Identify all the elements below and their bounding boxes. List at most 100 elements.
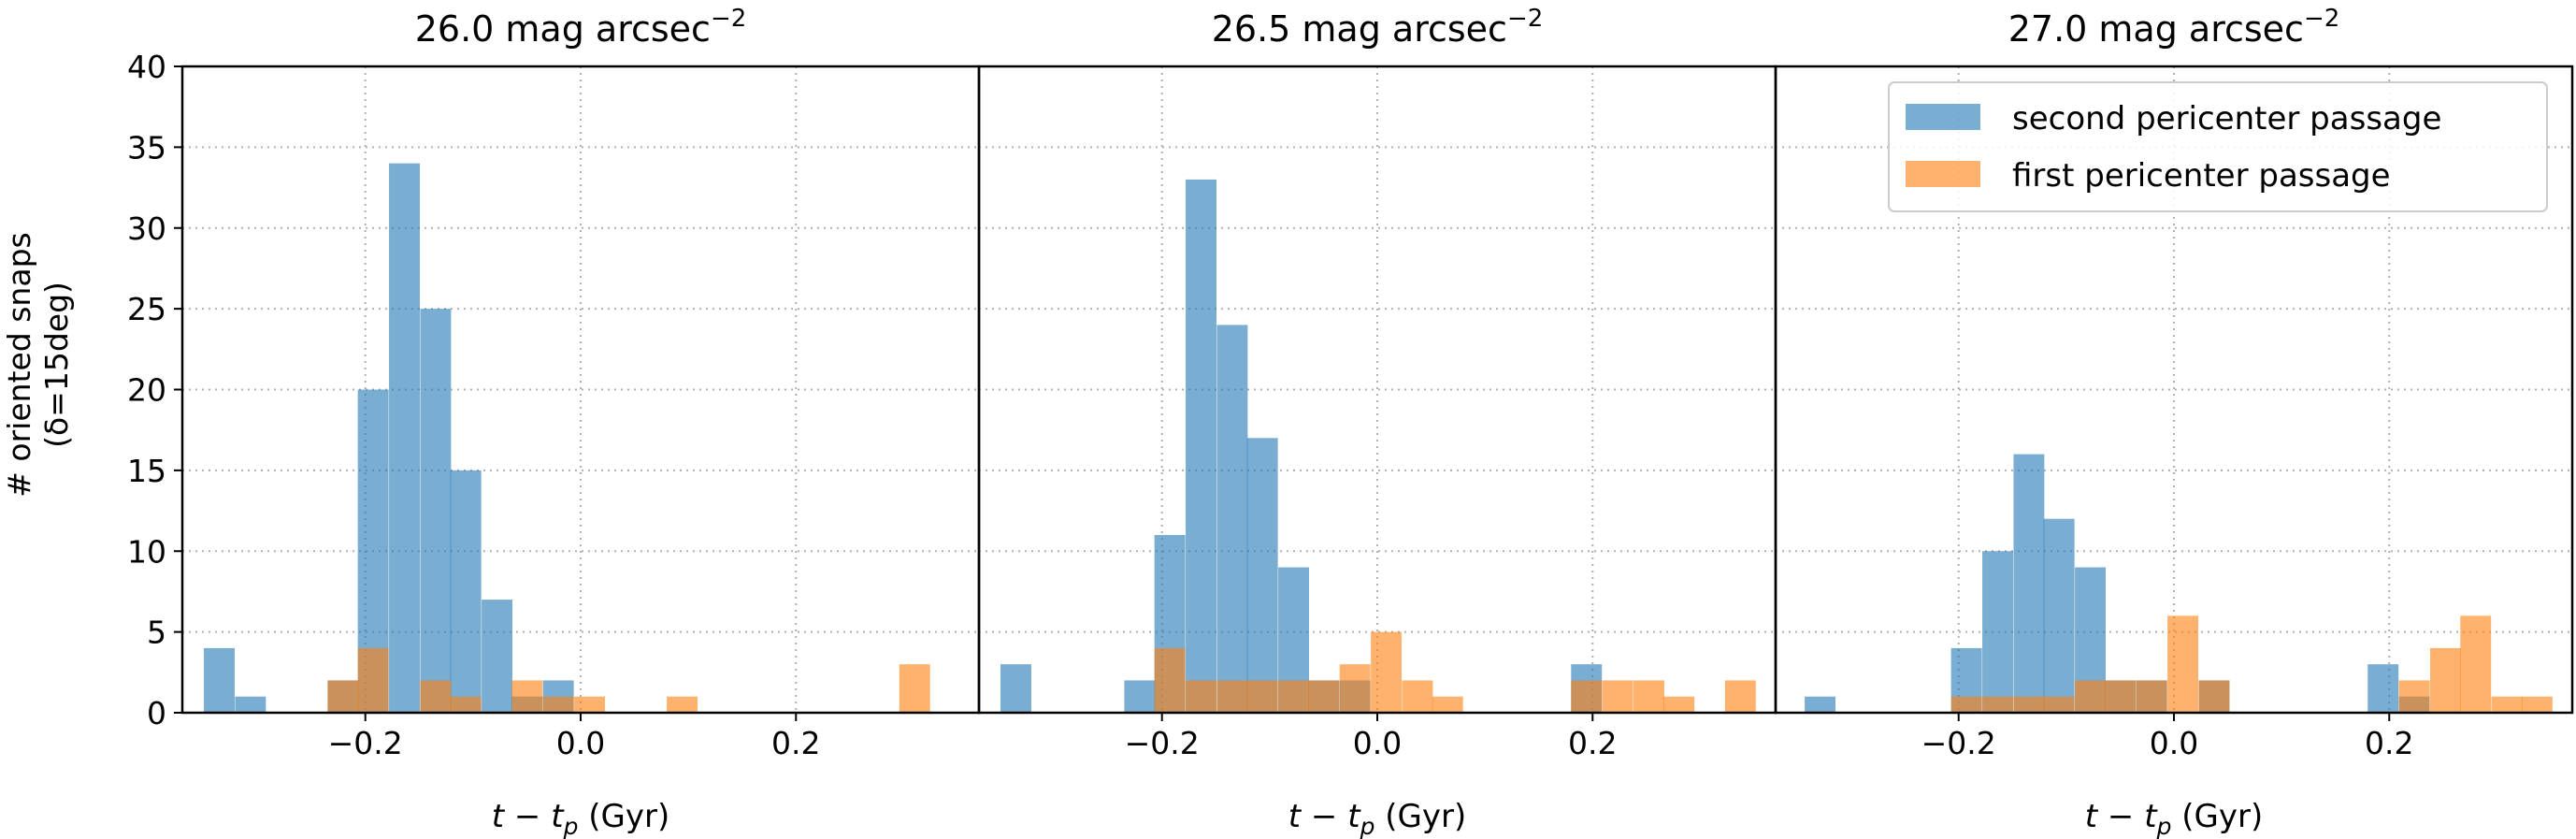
bar-second-pericenter [2367,664,2399,713]
x-axis-label-part: p [563,813,579,839]
bar-first-pericenter [1246,680,1278,713]
legend-swatch-second [1906,104,1980,130]
bar-second-pericenter [2013,454,2045,713]
y-tick-label: 10 [127,533,166,570]
bar-first-pericenter [1402,680,1433,713]
bar-first-pericenter [667,696,698,713]
panel-title: 27.0 mag arcsec−2 [2008,5,2340,50]
y-tick-label: 15 [127,453,166,489]
bar-first-pericenter [1633,680,1664,713]
bar-first-pericenter [420,680,452,713]
panel-title-superscript: −2 [2304,5,2339,33]
x-axis-label-part: (Gyr) [2171,798,2263,835]
bar-first-pericenter [2491,696,2523,713]
x-tick-label: −0.2 [328,725,403,761]
x-axis-label: t − tp (Gyr) [1288,798,1466,839]
bar-first-pericenter [899,664,930,713]
legend: second pericenter passage first pericent… [1888,81,2548,212]
bar-second-pericenter [1805,696,1836,713]
bar-first-pericenter [357,647,389,713]
bar-first-pericenter [1186,680,1216,713]
bar-first-pericenter [2167,615,2199,713]
bar-first-pericenter [2521,696,2553,713]
bar-second-pericenter [1000,664,1031,713]
bar-first-pericenter [574,696,606,713]
x-tick-label: −0.2 [1921,725,1996,761]
x-axis-label: t − tp (Gyr) [492,798,669,839]
bar-first-pericenter [1724,680,1756,713]
bar-second-pericenter [204,647,235,713]
y-tick-label: 30 [127,210,166,247]
bar-first-pericenter [1278,680,1310,713]
x-axis-label-part: p [1360,813,1375,839]
x-tick-label: 0.2 [2365,725,2413,761]
panel-title-main: 26.0 mag arcsec [415,8,711,50]
bar-first-pericenter [2013,696,2045,713]
panel-title-main: 27.0 mag arcsec [2008,8,2304,50]
x-axis-label-part: (Gyr) [1374,798,1466,835]
bar-second-pericenter [1982,551,2013,713]
x-tick-label: 0.0 [1353,725,1402,761]
bar-first-pericenter [2398,680,2430,713]
x-axis-label-part: − [1301,798,1347,835]
y-tick-label: 5 [147,615,166,651]
y-tick-label: 0 [147,695,166,731]
legend-label-first: first pericenter passage [2012,157,2391,195]
x-axis-label-part: p [2156,813,2172,839]
bar-first-pericenter [1432,696,1463,713]
panel-3: −0.2 0.0 0.227.0 mag arcsec−2t − tp (Gyr) [1774,5,2574,839]
bar-first-pericenter [1982,696,2013,713]
x-tick-label: −0.2 [1125,725,1200,761]
bar-first-pericenter [511,680,543,713]
x-tick-label: 0.2 [771,725,820,761]
bar-second-pericenter [450,470,482,713]
x-axis-label-part: − [504,798,551,835]
bar-first-pericenter [2430,647,2461,713]
x-axis-label-part: t [2085,798,2099,835]
x-axis-label-part: t [551,798,565,835]
bar-second-pericenter [1186,179,1216,714]
legend-frame [1888,81,2548,212]
bar-first-pericenter [1571,680,1603,713]
x-axis-label-part: t [492,798,506,835]
x-tick-label: 0.2 [1568,725,1617,761]
bar-first-pericenter [2460,615,2492,713]
bar-first-pericenter [2105,680,2137,713]
x-axis-label: t − tp (Gyr) [2085,798,2263,839]
bar-second-pericenter [1246,438,1278,713]
bar-first-pericenter [2075,680,2107,713]
y-axis-label-line2: (δ=15deg) [38,282,75,448]
y-tick-label: 25 [127,291,166,327]
bar-first-pericenter [2136,680,2167,713]
panel-title-main: 26.5 mag arcsec [1212,8,1507,50]
panel-1: −0.2 0.0 0.2 0 5 10 15 20 25 30 35 40 26.0 mag arcse… [127,5,981,839]
panel-title: 26.5 mag arcsec−2 [1212,5,1544,50]
bar-second-pericenter [2043,518,2075,713]
x-axis-label-part: t [1288,798,1302,835]
y-tick-label: 40 [127,49,166,85]
panel-title: 26.0 mag arcsec−2 [415,5,747,50]
y-tick-label: 35 [127,129,166,166]
bar-second-pericenter [420,309,452,713]
bar-second-pericenter [482,600,513,713]
bar-first-pericenter [2043,696,2075,713]
x-axis-label-part: − [2097,798,2144,835]
legend-label-second: second pericenter passage [2012,100,2441,137]
x-tick-label: 0.0 [2150,725,2198,761]
panel-title-superscript: −2 [1507,5,1543,33]
bar-second-pericenter [389,163,420,713]
bar-first-pericenter [1371,631,1403,713]
legend-swatch-first [1906,161,1980,187]
x-axis-label-part: t [1347,798,1361,835]
panel-2: −0.2 0.0 0.226.5 mag arcsec−2t − tp (Gyr) [977,5,1777,839]
bar-first-pericenter [1950,696,1982,713]
x-axis-label-part: (Gyr) [578,798,669,835]
bar-second-pericenter [1216,325,1248,713]
bar-first-pericenter [1216,680,1248,713]
bar-first-pericenter [450,696,482,713]
x-tick-label: 0.0 [556,725,605,761]
x-axis-label-part: t [2144,798,2158,835]
bar-second-pericenter [235,696,266,713]
